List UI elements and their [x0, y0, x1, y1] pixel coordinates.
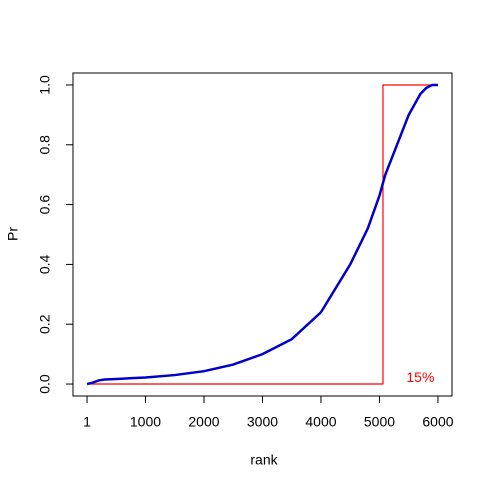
x-tick-label: 5000: [364, 414, 395, 430]
x-tick-label: 1: [83, 414, 91, 430]
y-tick-label: 0.8: [37, 135, 53, 155]
data-line: [86, 83, 438, 386]
annotation: 15%: [406, 369, 434, 385]
plot-box: [72, 72, 453, 397]
x-axis-label: rank: [250, 452, 278, 468]
y-tick-label: 0.6: [37, 195, 53, 215]
data-line: [87, 84, 438, 385]
x-tick-label: 1000: [130, 414, 161, 430]
x-tick-label: 3000: [247, 414, 278, 430]
y-tick-label: 0.2: [37, 314, 53, 334]
y-tick-label: 1.0: [37, 75, 53, 95]
x-tick-label: 2000: [188, 414, 219, 430]
y-tick-label: 0.0: [37, 374, 53, 394]
x-tick-label: 6000: [422, 414, 453, 430]
y-axis-label: Pr: [5, 227, 21, 241]
y-tick-label: 0.4: [37, 254, 53, 274]
x-tick-label: 4000: [305, 414, 336, 430]
